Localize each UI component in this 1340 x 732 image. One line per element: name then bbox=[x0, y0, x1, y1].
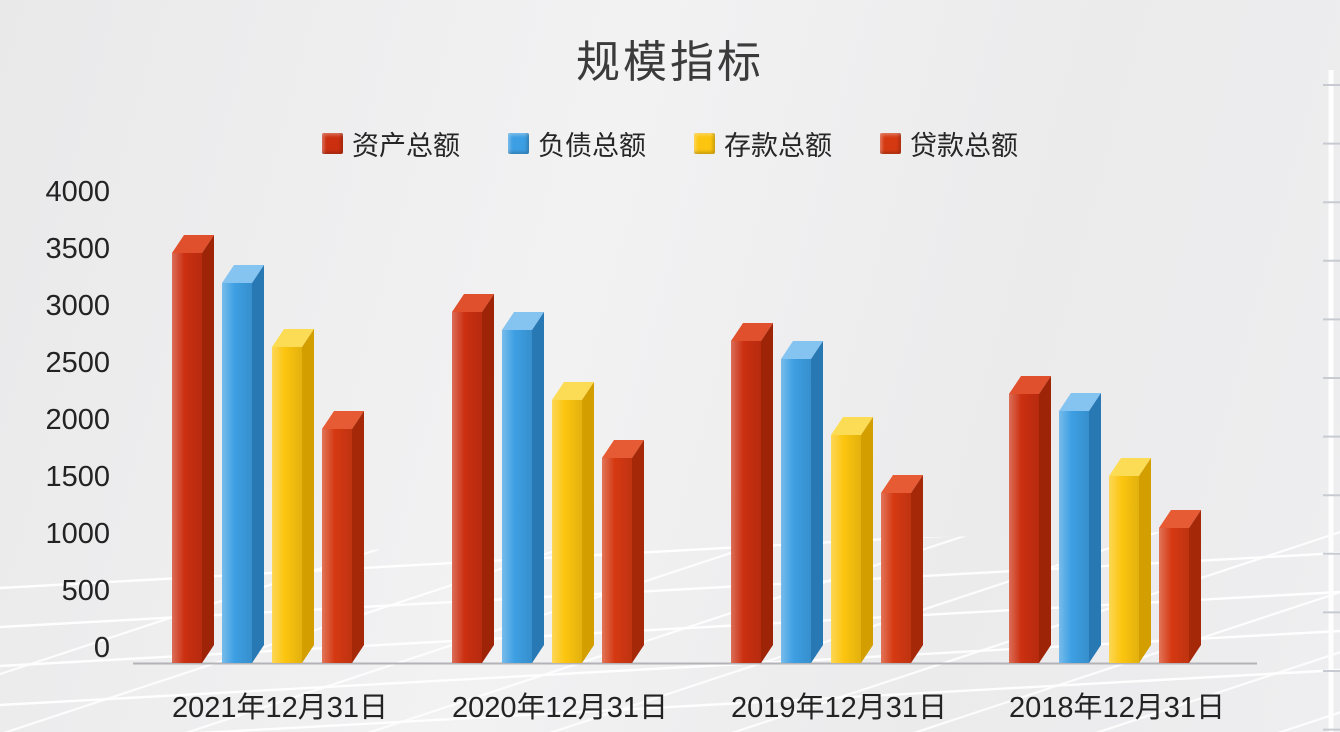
bar-liabilities-2019 bbox=[781, 341, 823, 663]
bar-front-face bbox=[731, 341, 761, 663]
bar-front-face bbox=[1059, 411, 1089, 663]
bar-top-face bbox=[1109, 458, 1151, 476]
y-axis-label: 500 bbox=[61, 575, 110, 607]
bar-side-face bbox=[761, 323, 773, 663]
x-axis-label: 2019年12月31日 bbox=[730, 692, 948, 724]
bar-deposits-2018 bbox=[1109, 458, 1151, 663]
bar-assets-2018 bbox=[1009, 376, 1051, 663]
bar-side-face bbox=[861, 417, 873, 663]
bar-side-face bbox=[352, 411, 364, 663]
y-axis-label: 3500 bbox=[45, 233, 110, 265]
bar-top-face bbox=[881, 475, 923, 493]
y-axis-label: 0 bbox=[93, 632, 110, 664]
bar-side-face bbox=[202, 235, 214, 663]
bar-top-face bbox=[272, 329, 314, 347]
bar-front-face bbox=[322, 429, 352, 663]
bar-top-face bbox=[731, 323, 773, 341]
bar-top-face bbox=[322, 411, 364, 429]
x-axis-label: 2020年12月31日 bbox=[451, 692, 669, 724]
bar-front-face bbox=[272, 347, 302, 663]
chart-title: 规模指标 bbox=[576, 38, 764, 87]
legend-label-loans: 贷款总额 bbox=[910, 131, 1018, 161]
legend-item-assets: 资产总额 bbox=[322, 124, 460, 163]
bar-side-face bbox=[911, 475, 923, 663]
bar-loans-2020 bbox=[602, 440, 644, 663]
bar-front-face bbox=[1009, 394, 1039, 663]
bar-side-face bbox=[1089, 393, 1101, 663]
bar-side-face bbox=[811, 341, 823, 663]
bar-top-face bbox=[172, 235, 214, 253]
bar-front-face bbox=[452, 312, 482, 663]
bar-top-face bbox=[831, 417, 873, 435]
bar-top-face bbox=[452, 294, 494, 312]
bar-loans-2018 bbox=[1159, 510, 1201, 663]
bar-side-face bbox=[1189, 510, 1201, 663]
bar-top-face bbox=[222, 265, 264, 283]
bar-front-face bbox=[781, 359, 811, 663]
bar-liabilities-2020 bbox=[502, 312, 544, 663]
y-axis-label: 2000 bbox=[45, 404, 110, 436]
bar-top-face bbox=[552, 382, 594, 400]
bar-front-face bbox=[881, 493, 911, 663]
bar-deposits-2021 bbox=[272, 329, 314, 663]
legend-swatch-assets bbox=[322, 133, 343, 154]
y-axis-label: 2500 bbox=[45, 347, 110, 379]
y-axis-label: 3000 bbox=[45, 290, 110, 322]
y-axis-label: 4000 bbox=[45, 176, 110, 208]
bar-front-face bbox=[552, 400, 582, 663]
bar-front-face bbox=[602, 458, 632, 663]
bar-top-face bbox=[502, 312, 544, 330]
bar-loans-2021 bbox=[322, 411, 364, 663]
legend-swatch-deposits bbox=[694, 133, 715, 154]
bar-top-face bbox=[602, 440, 644, 458]
bar-top-face bbox=[781, 341, 823, 359]
bar-front-face bbox=[831, 435, 861, 663]
bar-assets-2019 bbox=[731, 323, 773, 663]
bar-side-face bbox=[1039, 376, 1051, 663]
bar-assets-2020 bbox=[452, 294, 494, 663]
legend-label-assets: 资产总额 bbox=[352, 131, 460, 161]
bar-front-face bbox=[222, 283, 252, 663]
bar-front-face bbox=[1109, 476, 1139, 663]
bar-front-face bbox=[172, 253, 202, 663]
x-axis-label: 2021年12月31日 bbox=[171, 692, 389, 724]
bar-top-face bbox=[1159, 510, 1201, 528]
bar-front-face bbox=[502, 330, 532, 663]
bar-assets-2021 bbox=[172, 235, 214, 663]
bar-side-face bbox=[532, 312, 544, 663]
bar-side-face bbox=[582, 382, 594, 663]
bar-deposits-2020 bbox=[552, 382, 594, 663]
bar-side-face bbox=[482, 294, 494, 663]
legend-item-liabilities: 负债总额 bbox=[508, 124, 646, 163]
x-axis-label: 2018年12月31日 bbox=[1008, 692, 1226, 724]
legend-swatch-liabilities bbox=[508, 133, 529, 154]
y-axis-label: 1000 bbox=[45, 518, 110, 550]
bar-front-face bbox=[1159, 528, 1189, 663]
bar-side-face bbox=[252, 265, 264, 663]
bar-side-face bbox=[632, 440, 644, 663]
legend-swatch-loans bbox=[880, 133, 901, 154]
y-axis-label: 1500 bbox=[45, 461, 110, 493]
bar-deposits-2019 bbox=[831, 417, 873, 663]
legend-item-loans: 贷款总额 bbox=[880, 124, 1018, 163]
bar-liabilities-2021 bbox=[222, 265, 264, 663]
legend-label-liabilities: 负债总额 bbox=[538, 131, 646, 161]
bar-top-face bbox=[1059, 393, 1101, 411]
bar-side-face bbox=[302, 329, 314, 663]
legend-label-deposits: 存款总额 bbox=[724, 131, 832, 161]
legend-item-deposits: 存款总额 bbox=[694, 124, 832, 163]
bar-top-face bbox=[1009, 376, 1051, 394]
bar-side-face bbox=[1139, 458, 1151, 663]
bar-loans-2019 bbox=[881, 475, 923, 663]
bar-liabilities-2018 bbox=[1059, 393, 1101, 663]
legend: 资产总额 负债总额 存款总额 贷款总额 bbox=[0, 124, 1340, 163]
